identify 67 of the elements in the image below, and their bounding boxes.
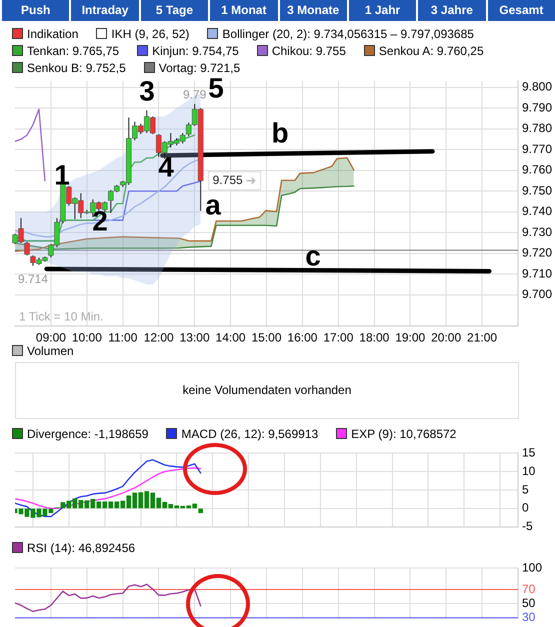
x-tick-label: 20:00 [431, 330, 462, 345]
text: 9.755 [212, 173, 243, 188]
legend-label: RSI (14): 46,892456 [26, 540, 136, 557]
y-tick-label: 9.740 [522, 204, 552, 218]
y-tick-label: 5 [522, 482, 529, 496]
legend-label: Bollinger (20, 2): 9.734,056315 – 9.797,093685 [221, 26, 474, 43]
y-tick-label: 9.760 [522, 162, 552, 177]
x-tick-label: 11:00 [108, 330, 138, 345]
annotation: c [305, 240, 321, 272]
legend-label: Divergence: -1,198659 [26, 426, 148, 443]
legend-label: Chikou: 9.755 [270, 43, 346, 60]
legend-label: Indikation [26, 26, 78, 43]
x-tick-label: 16:00 [287, 330, 318, 345]
y-tick-label: -5 [522, 519, 533, 534]
legend-title: IKH (9, 26, 52) [110, 26, 190, 43]
y-tick-label: 100 [522, 560, 542, 575]
text: 3 Jahre [418, 0, 486, 21]
x-tick-label: 21:00 [467, 330, 498, 345]
x-tick-label: 19:00 [395, 330, 426, 345]
text: 3 Monate [280, 0, 347, 21]
text: 9.714 [18, 272, 48, 286]
text: 1 Jahr [348, 0, 416, 21]
y-tick-label: 9.720 [522, 246, 552, 260]
x-tick-label: 14:00 [216, 330, 246, 345]
x-tick-label: 10:00 [72, 330, 102, 345]
y-tick-label: 9.700 [522, 287, 552, 302]
x-tick-label: 17:00 [323, 330, 354, 345]
text: Gesamt [488, 0, 555, 21]
annotation: b [271, 118, 289, 149]
annotation: 1 [54, 160, 70, 191]
x-tick-label: 12:00 [144, 330, 174, 345]
y-tick-label: 9.780 [522, 121, 552, 136]
y-tick-label: 10 [522, 464, 536, 478]
legend-label: Kinjun: 9.754,75 [151, 43, 239, 60]
x-tick-label: 09:00 [36, 330, 66, 345]
y-tick-label: 9.800 [522, 80, 552, 94]
y-tick-label: 50 [522, 596, 536, 610]
text: keine Volumendaten vorhanden [15, 362, 519, 419]
annotation: 4 [158, 152, 174, 183]
text: 5 Tage [140, 0, 208, 21]
legend-label: Senkou B: 9.752,5 [26, 60, 126, 77]
annotation: 3 [139, 76, 155, 107]
y-tick-label: 9.750 [522, 183, 552, 198]
y-tick-label: 70 [522, 582, 536, 596]
y-tick-label: 9.770 [522, 142, 552, 156]
text: Intraday [71, 0, 139, 21]
y-tick-label: 9.730 [522, 224, 552, 239]
y-tick-label: 15 [522, 446, 536, 460]
text: Push [2, 0, 70, 21]
y-tick-label: 0 [522, 500, 529, 515]
legend-label: Senkou A: 9.760,25 [378, 43, 484, 60]
legend-label: EXP (9): 10,768572 [350, 426, 456, 443]
bar [198, 508, 203, 514]
y-tick-label: 9.710 [522, 266, 552, 280]
annotation: 1 Tick = 10 Min. [19, 309, 104, 324]
annotation: a [205, 190, 222, 221]
x-tick-label: 13:00 [180, 330, 210, 345]
legend-label: MACD (26, 12): 9,569913 [180, 426, 318, 443]
y-tick-label: 9.790 [522, 100, 552, 114]
text: 1 Monat [210, 0, 278, 21]
x-tick-label: 15:00 [251, 330, 282, 345]
y-tick-label: 30 [522, 610, 536, 624]
annotation: 2 [92, 206, 108, 237]
text: 9.79 [182, 87, 206, 102]
text: Volumen [26, 343, 74, 360]
x-tick-label: 18:00 [359, 330, 390, 345]
legend-label: Tenkan: 9.765,75 [26, 43, 120, 60]
